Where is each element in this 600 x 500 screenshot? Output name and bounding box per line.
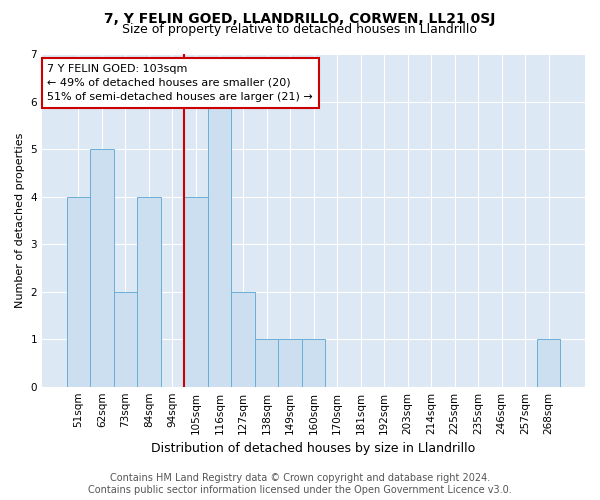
X-axis label: Distribution of detached houses by size in Llandrillo: Distribution of detached houses by size …	[151, 442, 476, 455]
Bar	[278, 339, 302, 386]
Bar	[302, 339, 325, 386]
Text: Contains HM Land Registry data © Crown copyright and database right 2024.
Contai: Contains HM Land Registry data © Crown c…	[88, 474, 512, 495]
Bar	[208, 102, 231, 387]
Bar	[67, 196, 90, 386]
Bar	[114, 292, 137, 386]
Bar	[231, 292, 255, 386]
Bar	[137, 196, 161, 386]
Y-axis label: Number of detached properties: Number of detached properties	[15, 132, 25, 308]
Bar	[537, 339, 560, 386]
Bar	[90, 149, 114, 386]
Text: 7 Y FELIN GOED: 103sqm
← 49% of detached houses are smaller (20)
51% of semi-det: 7 Y FELIN GOED: 103sqm ← 49% of detached…	[47, 64, 313, 102]
Bar	[184, 196, 208, 386]
Text: Size of property relative to detached houses in Llandrillo: Size of property relative to detached ho…	[122, 22, 478, 36]
Text: 7, Y FELIN GOED, LLANDRILLO, CORWEN, LL21 0SJ: 7, Y FELIN GOED, LLANDRILLO, CORWEN, LL2…	[104, 12, 496, 26]
Bar	[255, 339, 278, 386]
